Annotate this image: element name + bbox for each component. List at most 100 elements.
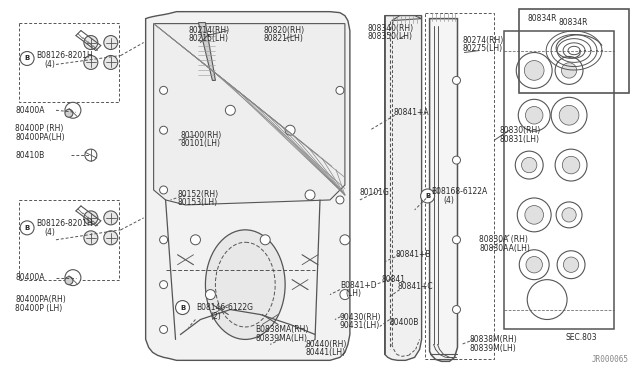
Polygon shape: [392, 16, 422, 20]
Circle shape: [524, 61, 544, 80]
Text: 80400PA(RH): 80400PA(RH): [15, 295, 66, 304]
Circle shape: [104, 231, 118, 245]
Circle shape: [526, 256, 543, 273]
Text: B: B: [24, 55, 29, 61]
Text: 808350(LH): 808350(LH): [368, 32, 413, 41]
Text: 80841+C: 80841+C: [397, 282, 433, 291]
Text: 80838M(RH): 80838M(RH): [469, 335, 517, 344]
Text: B: B: [180, 305, 185, 311]
Circle shape: [260, 235, 270, 245]
Circle shape: [191, 235, 200, 245]
Circle shape: [452, 76, 460, 84]
Text: 90431(LH): 90431(LH): [340, 321, 380, 330]
Text: 80834R: 80834R: [558, 18, 588, 27]
Circle shape: [285, 125, 295, 135]
Circle shape: [84, 55, 98, 70]
Text: B08126-8201H: B08126-8201H: [36, 51, 93, 60]
Circle shape: [452, 305, 460, 314]
Circle shape: [555, 149, 587, 181]
Text: 80841+A: 80841+A: [394, 108, 429, 117]
Circle shape: [65, 277, 73, 285]
Polygon shape: [198, 23, 216, 80]
Circle shape: [159, 86, 168, 94]
Text: 80153(LH): 80153(LH): [177, 198, 218, 208]
Text: B0841+D: B0841+D: [340, 281, 376, 290]
Circle shape: [559, 105, 579, 125]
Circle shape: [65, 102, 81, 118]
Ellipse shape: [205, 230, 285, 339]
Text: 80441(LH): 80441(LH): [305, 348, 345, 357]
Text: 80274(RH): 80274(RH): [463, 36, 504, 45]
Circle shape: [159, 186, 168, 194]
Text: 80830A (RH): 80830A (RH): [479, 235, 528, 244]
Bar: [504, 31, 614, 330]
Text: 80275(LH): 80275(LH): [463, 44, 502, 53]
Circle shape: [525, 206, 543, 224]
Polygon shape: [154, 23, 345, 205]
Text: (4): (4): [44, 60, 55, 69]
Text: 80830AA(LH): 80830AA(LH): [479, 244, 531, 253]
Circle shape: [305, 190, 315, 200]
Circle shape: [84, 231, 98, 245]
Text: B: B: [425, 193, 430, 199]
Bar: [424, 13, 494, 359]
Text: 80821(LH): 80821(LH): [263, 34, 303, 43]
Circle shape: [159, 236, 168, 244]
Circle shape: [525, 106, 543, 124]
Polygon shape: [385, 16, 422, 360]
Circle shape: [556, 202, 582, 228]
Text: 80440(RH): 80440(RH): [305, 340, 346, 349]
Circle shape: [159, 326, 168, 333]
Circle shape: [452, 236, 460, 244]
Polygon shape: [146, 12, 350, 360]
Text: 80841+B: 80841+B: [396, 250, 431, 259]
Text: B: B: [24, 225, 29, 231]
Text: SEC.803: SEC.803: [565, 333, 596, 342]
Circle shape: [336, 86, 344, 94]
Circle shape: [340, 235, 350, 245]
Circle shape: [518, 99, 550, 131]
Text: 80215(LH): 80215(LH): [189, 34, 228, 43]
Circle shape: [104, 36, 118, 49]
Text: 80820(RH): 80820(RH): [263, 26, 305, 35]
Circle shape: [65, 109, 73, 117]
Circle shape: [515, 151, 543, 179]
Text: 80400P (LH): 80400P (LH): [15, 304, 62, 313]
Circle shape: [85, 149, 97, 161]
Circle shape: [84, 36, 98, 49]
Text: 80841: 80841: [382, 275, 406, 284]
Text: 80400A: 80400A: [15, 273, 45, 282]
Circle shape: [340, 290, 350, 299]
Text: 80101G: 80101G: [360, 189, 390, 198]
Text: (LH): (LH): [345, 289, 361, 298]
Circle shape: [555, 57, 583, 84]
Circle shape: [562, 208, 576, 222]
Circle shape: [452, 156, 460, 164]
Bar: [19, 23, 119, 102]
Circle shape: [516, 52, 552, 89]
Circle shape: [225, 105, 236, 115]
Text: 90430(RH): 90430(RH): [340, 313, 381, 322]
Circle shape: [104, 211, 118, 225]
Text: 80830(RH): 80830(RH): [499, 126, 541, 135]
Circle shape: [20, 51, 34, 65]
Circle shape: [159, 126, 168, 134]
Circle shape: [104, 55, 118, 70]
Circle shape: [205, 290, 216, 299]
Text: 80214(RH): 80214(RH): [189, 26, 230, 35]
Circle shape: [336, 196, 344, 204]
Text: 80839MA(LH): 80839MA(LH): [255, 334, 307, 343]
Circle shape: [557, 251, 585, 279]
Text: B08146-6122G: B08146-6122G: [196, 303, 253, 312]
Bar: [519, 9, 629, 93]
Circle shape: [65, 270, 81, 286]
Text: 80400A: 80400A: [15, 106, 45, 115]
Text: 80400PA(LH): 80400PA(LH): [15, 133, 65, 142]
Text: 80410B: 80410B: [15, 151, 44, 160]
Text: (4): (4): [444, 196, 454, 205]
Circle shape: [551, 97, 587, 133]
Circle shape: [561, 63, 577, 78]
Text: 808340(RH): 808340(RH): [368, 24, 414, 33]
Text: 80400B: 80400B: [390, 318, 419, 327]
Text: B0838MA(RH): B0838MA(RH): [255, 325, 308, 334]
